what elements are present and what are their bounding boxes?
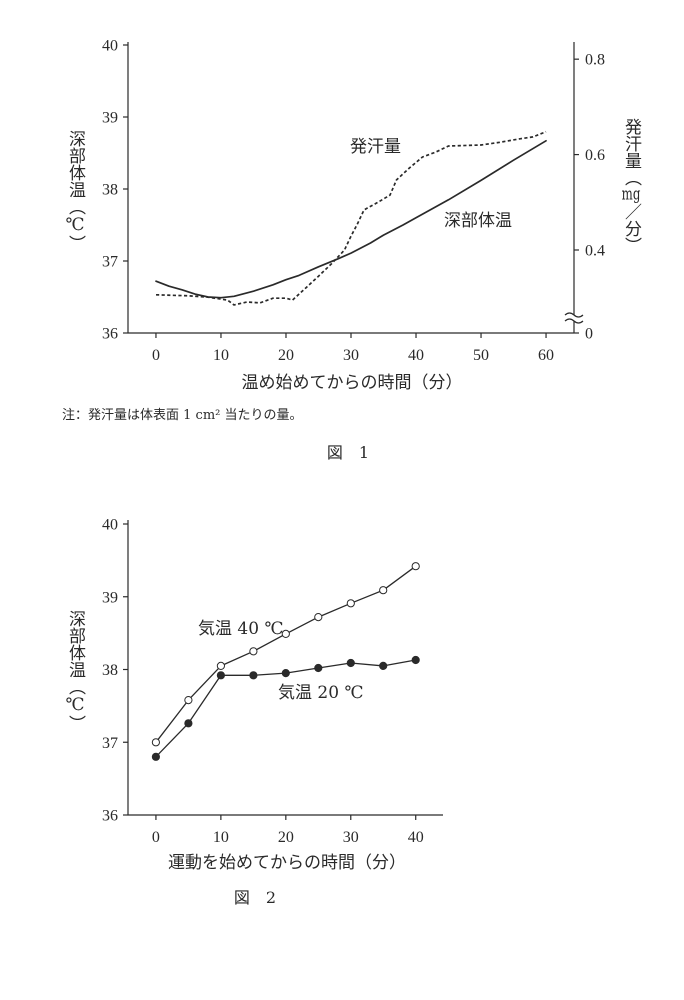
y2-tick-label: 0.4 [585,242,605,259]
series-0-point [314,613,323,622]
series-1-point [379,661,388,671]
axis-break-mark [564,312,584,324]
x-tick-label: 10 [213,347,229,364]
y-tick-label: 36 [102,808,118,825]
body-temp-series-label: 深部体温 [444,211,512,231]
series-0-point [346,599,355,608]
series-1-point [281,669,290,678]
temp20-series-label: 気温 20 ℃ [278,683,363,703]
temp40-series-label: 気温 40 ℃ [198,619,283,639]
figure1-y-axis-label: 深部体温（℃） [65,130,85,252]
series-1-line [155,130,547,306]
y-tick-label: 39 [102,110,118,127]
axis-break-wave [564,318,584,324]
series-0-point [249,647,258,656]
y-tick-label: 39 [102,589,118,606]
axis-break-gap [572,315,576,321]
y-tick-label: 38 [102,662,118,679]
series-0-point [216,661,225,671]
figure1-caption: 図 1 [327,443,369,462]
y2-tick-label: 0.8 [585,52,605,69]
figure1-x-axis-label: 温め始めてからの時間（分） [242,373,463,393]
x-tick-label: 20 [278,829,294,846]
x-tick-label: 0 [152,347,160,364]
series-0-line [155,139,547,299]
series-1-point [411,655,420,665]
y2-axis-label: 発汗量（mg／分） [621,118,641,254]
sweat-rate-series-label: 発汗量 [350,137,401,157]
y-tick-label: 36 [102,326,118,343]
series-1-point [314,663,323,673]
x-tick-label: 40 [408,829,424,846]
y2-tick-label: 0 [585,326,593,343]
x-tick-label: 30 [343,829,359,846]
series-0-point [379,586,388,595]
x-tick-label: 50 [473,347,489,364]
series-1-point [249,671,258,680]
figure1-chart: 0 10 20 30 40 50 60 36 37 38 39 40 0 0.4 0.6 0.8 [102,38,605,365]
y2-tick-label: 0.6 [585,147,605,164]
series-1-point [346,658,355,668]
x-tick-label: 0 [152,829,160,846]
figure2-caption: 図 2 [234,888,276,907]
figure2-y-axis-label: 深部体温（℃） [65,610,85,732]
series-0-point [281,629,290,639]
y-tick-label: 38 [102,182,118,199]
figure2-x-axis-label: 運動を始めてからの時間（分） [168,853,406,873]
series-0-point [184,696,193,705]
x-tick-label: 60 [538,347,554,364]
x-tick-label: 20 [278,347,294,364]
series-1-point [216,671,225,680]
figure1-note: 注：発汗量は体表面 1 cm² 当たりの量。 [62,408,303,423]
series-0-line [155,565,417,743]
x-tick-label: 10 [213,829,229,846]
x-tick-label: 30 [343,347,359,364]
y-tick-label: 37 [102,254,118,271]
series-1-point [184,719,193,728]
figure2-chart: 0 10 20 30 40 36 37 38 39 40 [102,517,443,846]
axis-break-wave [564,312,584,318]
x-tick-label: 40 [408,347,424,364]
series-1-point [151,752,160,761]
series-0-point [411,562,420,571]
y-tick-label: 40 [102,38,118,55]
y-tick-label: 37 [102,735,118,752]
series-0-point [151,738,160,747]
y-tick-label: 40 [102,517,118,534]
